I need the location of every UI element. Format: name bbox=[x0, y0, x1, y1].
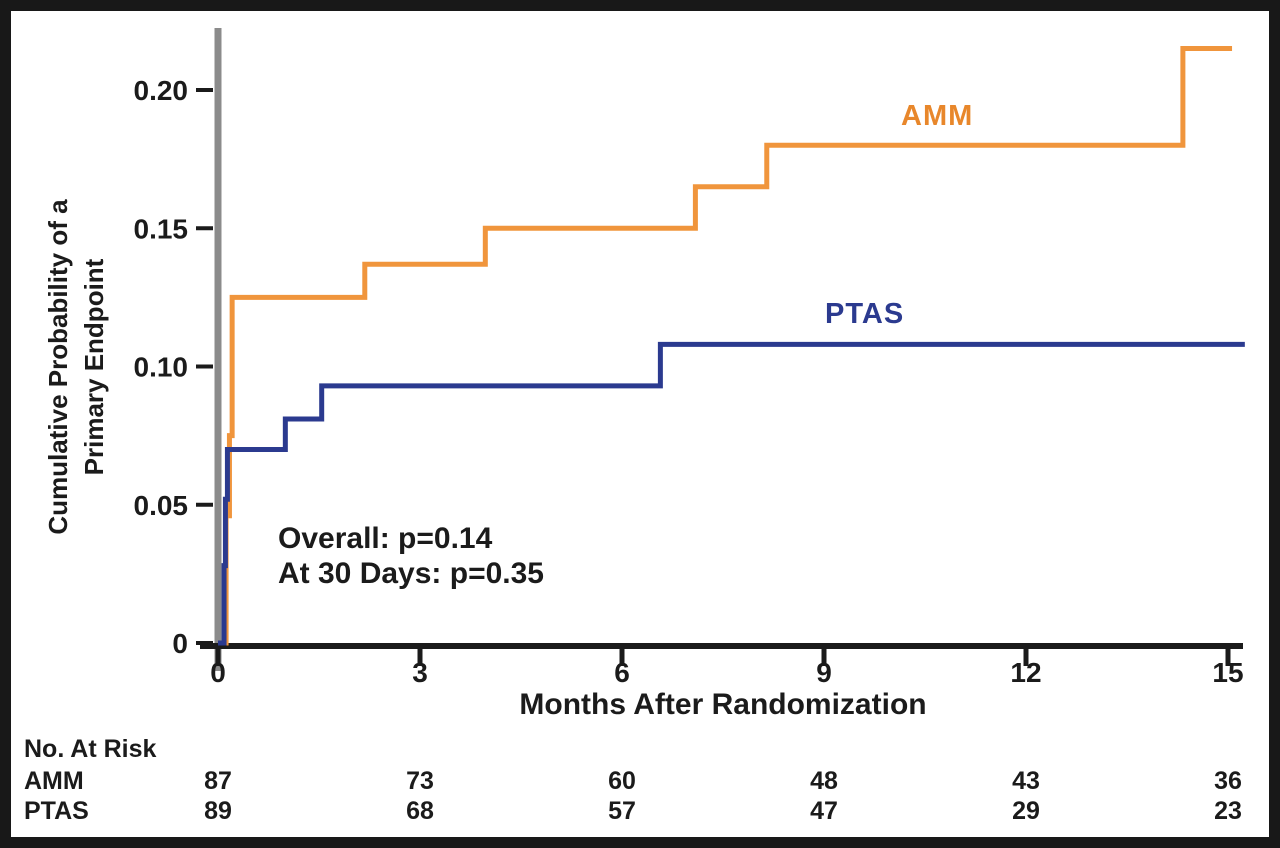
y-tick-label: 0.05 bbox=[134, 490, 189, 521]
p-value-annotation: Overall: p=0.14 At 30 Days: p=0.35 bbox=[278, 521, 544, 591]
series-label-amm: AMM bbox=[901, 100, 974, 132]
risk-value-ptas: 23 bbox=[1214, 797, 1242, 825]
km-curve-ptas bbox=[218, 341, 1245, 646]
p-value-overall: Overall: p=0.14 bbox=[278, 522, 493, 555]
risk-value-amm: 73 bbox=[406, 767, 434, 795]
x-tick-label: 9 bbox=[816, 657, 832, 688]
series-label-ptas: PTAS bbox=[825, 298, 905, 330]
p-value-30-days: At 30 Days: p=0.35 bbox=[278, 557, 544, 590]
risk-value-amm: 43 bbox=[1012, 767, 1040, 795]
risk-value-ptas: 29 bbox=[1012, 797, 1040, 825]
y-axis-title-line1: Cumulative Probability of a bbox=[43, 199, 73, 535]
risk-value-ptas: 57 bbox=[608, 797, 636, 825]
x-tick-label: 6 bbox=[614, 657, 630, 688]
x-axis-title: Months After Randomization bbox=[519, 688, 927, 721]
risk-value-amm: 36 bbox=[1214, 767, 1242, 795]
x-tick-label: 12 bbox=[1010, 657, 1041, 688]
y-tick-label: 0.10 bbox=[134, 352, 189, 383]
risk-value-amm: 48 bbox=[810, 767, 838, 795]
risk-row-label-amm: AMM bbox=[24, 767, 84, 795]
risk-value-amm: 60 bbox=[608, 767, 636, 795]
x-tick-label: 15 bbox=[1212, 657, 1243, 688]
risk-value-ptas: 89 bbox=[204, 797, 232, 825]
y-tick-label: 0.20 bbox=[134, 75, 189, 106]
x-tick-label: 3 bbox=[412, 657, 428, 688]
y-tick-label: 0.15 bbox=[134, 213, 189, 244]
km-curve-amm bbox=[218, 46, 1233, 646]
risk-value-ptas: 47 bbox=[810, 797, 838, 825]
risk-value-amm: 87 bbox=[204, 767, 232, 795]
risk-table-title: No. At Risk bbox=[24, 735, 157, 763]
risk-value-ptas: 68 bbox=[406, 797, 434, 825]
risk-row-label-ptas: PTAS bbox=[24, 797, 89, 825]
y-tick-label: 0 bbox=[172, 628, 188, 659]
y-axis-title: Cumulative Probability of a Primary Endp… bbox=[40, 67, 112, 667]
x-tick-label: 0 bbox=[210, 657, 226, 688]
y-axis-title-line2: Primary Endpoint bbox=[79, 258, 109, 476]
